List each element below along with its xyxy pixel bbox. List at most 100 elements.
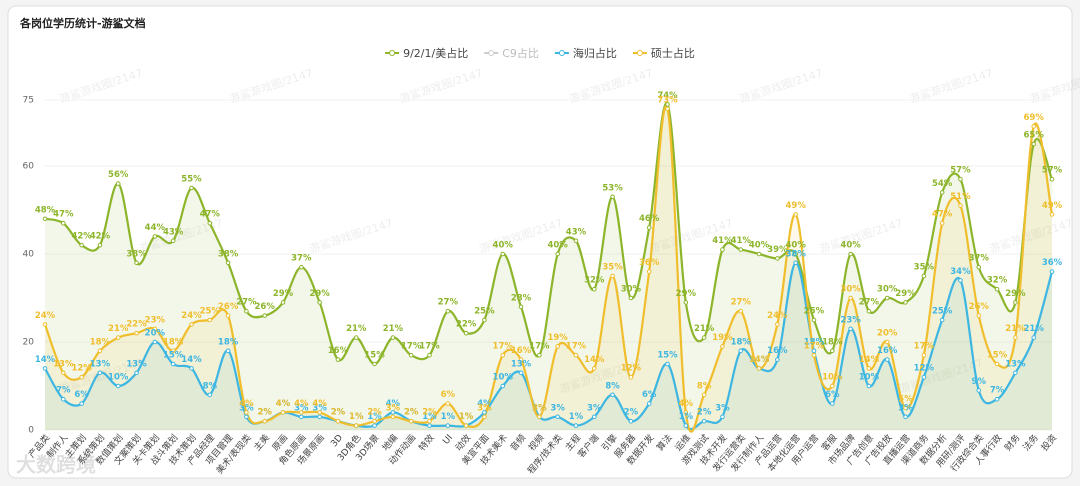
point bbox=[866, 308, 872, 314]
point bbox=[482, 317, 487, 323]
legend-dot bbox=[636, 50, 643, 56]
point bbox=[866, 366, 872, 371]
data-label: 46% bbox=[639, 214, 660, 224]
point bbox=[244, 414, 249, 420]
point bbox=[207, 220, 213, 226]
data-label: 27% bbox=[438, 298, 459, 308]
point bbox=[775, 256, 780, 261]
data-label: 43% bbox=[566, 227, 587, 237]
data-label: 54% bbox=[932, 179, 953, 189]
data-label: 17% bbox=[804, 342, 825, 352]
data-label: 10% bbox=[108, 373, 129, 383]
point bbox=[1031, 335, 1036, 340]
point bbox=[829, 401, 835, 406]
point bbox=[537, 352, 542, 358]
point bbox=[115, 383, 121, 389]
data-label: 30% bbox=[840, 285, 861, 295]
data-label: 29% bbox=[273, 289, 294, 299]
data-label: 27% bbox=[236, 298, 257, 308]
data-label: 12% bbox=[71, 364, 92, 374]
point bbox=[170, 361, 176, 367]
point bbox=[793, 260, 798, 266]
point bbox=[189, 322, 194, 327]
data-label: 25% bbox=[474, 307, 495, 317]
data-label: 25% bbox=[804, 307, 825, 317]
point bbox=[994, 361, 1000, 367]
point bbox=[1049, 212, 1055, 217]
point bbox=[1031, 141, 1036, 147]
data-label: 21% bbox=[108, 324, 129, 334]
point bbox=[646, 225, 652, 230]
point bbox=[555, 251, 560, 257]
legend-dot bbox=[389, 50, 396, 56]
point bbox=[793, 212, 798, 217]
point bbox=[701, 392, 707, 398]
data-label: 21% bbox=[346, 324, 367, 334]
data-label: 41% bbox=[731, 236, 752, 246]
point bbox=[445, 308, 451, 314]
point bbox=[262, 418, 268, 424]
point bbox=[463, 423, 469, 428]
data-label: 25% bbox=[932, 307, 953, 317]
point bbox=[573, 423, 579, 428]
data-label: 74% bbox=[657, 91, 678, 101]
point bbox=[811, 352, 817, 358]
data-label: 14% bbox=[749, 355, 770, 365]
point bbox=[482, 410, 487, 415]
data-label: 42% bbox=[71, 232, 92, 242]
point bbox=[1013, 370, 1018, 376]
point bbox=[152, 234, 158, 239]
data-label: 18% bbox=[90, 337, 111, 347]
point bbox=[152, 339, 158, 345]
point bbox=[738, 348, 744, 354]
data-label: 22% bbox=[456, 320, 477, 330]
point bbox=[317, 414, 322, 420]
point bbox=[903, 405, 908, 411]
point bbox=[829, 383, 835, 389]
line bbox=[43, 105, 1054, 433]
data-label: 32% bbox=[584, 276, 605, 286]
data-label: 24% bbox=[181, 311, 202, 321]
data-label: 13% bbox=[1005, 359, 1026, 369]
point bbox=[79, 401, 84, 406]
data-label: 40% bbox=[547, 241, 568, 251]
data-label: 35% bbox=[914, 263, 935, 273]
data-label: 30% bbox=[621, 285, 642, 295]
data-label: 14% bbox=[181, 355, 202, 365]
data-label: 21% bbox=[1005, 324, 1026, 334]
data-label: 27% bbox=[859, 298, 880, 308]
point bbox=[775, 322, 780, 327]
data-label: 6% bbox=[441, 390, 456, 400]
data-label: 2% bbox=[422, 408, 437, 418]
point bbox=[756, 251, 762, 257]
data-label: 15% bbox=[987, 351, 1008, 361]
data-label: 69% bbox=[1024, 113, 1045, 123]
point bbox=[958, 203, 963, 208]
point bbox=[610, 194, 615, 200]
data-label: 53% bbox=[602, 183, 623, 193]
data-label: 55% bbox=[181, 175, 202, 185]
data-label: 15% bbox=[364, 351, 385, 361]
point bbox=[976, 388, 982, 393]
data-label: 18% bbox=[218, 337, 239, 347]
data-label: 3% bbox=[715, 403, 730, 413]
point bbox=[720, 344, 725, 349]
point bbox=[170, 238, 176, 244]
data-label: 21% bbox=[694, 324, 715, 334]
point bbox=[225, 313, 231, 318]
areas bbox=[45, 103, 1052, 432]
point bbox=[793, 251, 798, 257]
point bbox=[683, 423, 689, 428]
data-label: 13% bbox=[511, 359, 532, 369]
point bbox=[848, 295, 853, 301]
data-label: 10% bbox=[822, 373, 843, 383]
corner-watermark: 大数跨境 bbox=[16, 453, 96, 477]
point bbox=[152, 326, 158, 332]
point bbox=[610, 273, 615, 279]
legend-item: 海归占比 bbox=[554, 46, 617, 60]
legend-label: C9占比 bbox=[502, 46, 539, 60]
point bbox=[958, 176, 963, 182]
point bbox=[939, 317, 945, 323]
data-label: 16% bbox=[877, 346, 898, 356]
